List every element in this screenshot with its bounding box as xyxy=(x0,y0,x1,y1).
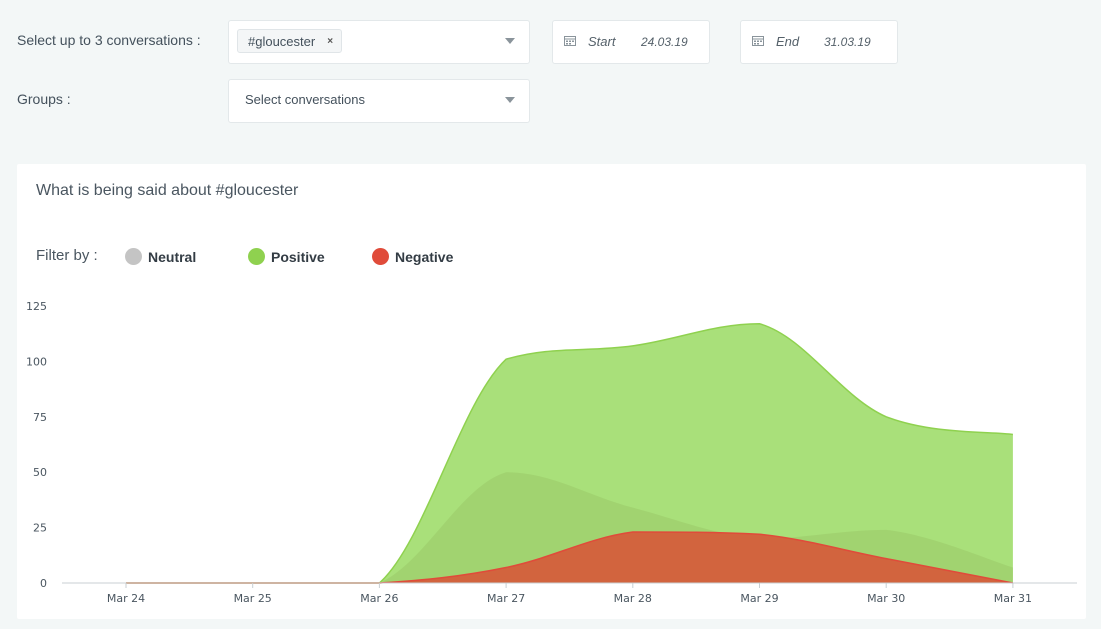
neutral-dot-icon xyxy=(125,248,142,265)
y-tick-label: 0 xyxy=(40,577,47,590)
x-tick-label: Mar 26 xyxy=(360,592,398,605)
x-tick-label: Mar 30 xyxy=(867,592,905,605)
legend-negative[interactable]: Negative xyxy=(372,248,453,265)
legend-negative-label: Negative xyxy=(395,248,454,265)
x-tick-label: Mar 29 xyxy=(740,592,778,605)
filter-label: Filter by : xyxy=(36,247,98,264)
calendar-icon xyxy=(752,36,764,46)
chevron-down-icon[interactable] xyxy=(505,38,515,44)
start-label: Start xyxy=(588,34,616,49)
area-negative xyxy=(126,532,1013,583)
x-tick-label: Mar 28 xyxy=(614,592,652,605)
x-tick-label: Mar 25 xyxy=(234,592,272,605)
y-tick-label: 125 xyxy=(26,300,47,313)
groups-select[interactable]: Select conversations xyxy=(228,79,530,123)
chevron-down-icon[interactable] xyxy=(505,97,515,103)
negative-dot-icon xyxy=(372,248,389,265)
groups-placeholder: Select conversations xyxy=(245,92,365,107)
start-date-value[interactable]: 24.03.19 xyxy=(641,35,688,49)
end-date-value[interactable]: 31.03.19 xyxy=(824,35,871,49)
end-date-field[interactable]: End 31.03.19 xyxy=(740,20,898,64)
selected-conversation-tag: #gloucester × xyxy=(237,29,343,53)
calendar-icon xyxy=(564,36,576,46)
conversations-label: Select up to 3 conversations : xyxy=(17,32,201,48)
positive-dot-icon xyxy=(248,248,265,265)
end-label: End xyxy=(776,34,800,49)
card-title: What is being said about #gloucester xyxy=(36,182,299,199)
x-tick-label: Mar 24 xyxy=(107,592,145,605)
conversation-select[interactable]: #gloucester × xyxy=(228,20,530,64)
legend-positive-label: Positive xyxy=(271,248,325,265)
legend-neutral-label: Neutral xyxy=(148,248,197,265)
x-tick-label: Mar 27 xyxy=(487,592,525,605)
legend-neutral[interactable]: Neutral xyxy=(125,248,196,265)
y-tick-label: 100 xyxy=(26,355,47,368)
y-tick-label: 25 xyxy=(33,522,47,535)
start-date-field[interactable]: Start 24.03.19 xyxy=(552,20,710,64)
sentiment-area-chart: 0 25 50 75 100 125 Mar 24 Mar 25 Mar 26 Mar 27 Mar… xyxy=(26,300,1077,605)
x-tick-label: Mar 31 xyxy=(994,592,1032,605)
area-positive xyxy=(126,323,1013,583)
y-tick-label: 50 xyxy=(33,466,47,479)
sentiment-chart-card: What is being said about #gloucester Fil… xyxy=(17,164,1086,619)
legend-positive[interactable]: Positive xyxy=(248,248,325,265)
groups-label: Groups : xyxy=(17,91,71,107)
tag-remove-icon[interactable]: × xyxy=(327,35,334,47)
tag-label: #gloucester xyxy=(248,33,316,49)
y-tick-label: 75 xyxy=(33,411,47,424)
